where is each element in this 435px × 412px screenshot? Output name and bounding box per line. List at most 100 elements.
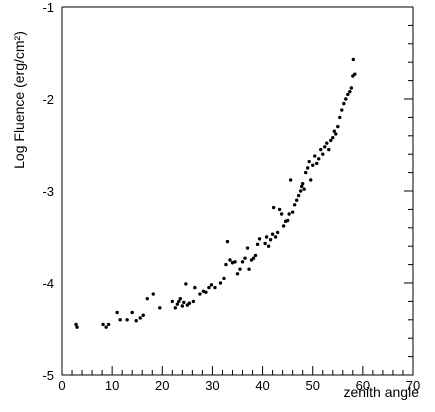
data-point xyxy=(170,299,175,304)
data-point xyxy=(253,253,258,258)
data-point xyxy=(273,235,278,239)
x-tick-label: 60 xyxy=(356,378,370,393)
data-point xyxy=(266,244,271,248)
data-point xyxy=(351,57,356,62)
data-point xyxy=(178,296,183,301)
data-point xyxy=(306,166,310,170)
data-point xyxy=(311,163,315,167)
data-point xyxy=(158,306,162,310)
data-point xyxy=(271,205,276,210)
data-point xyxy=(233,260,237,264)
data-point xyxy=(340,108,344,112)
data-point xyxy=(349,86,354,90)
data-point xyxy=(240,260,245,264)
data-point xyxy=(182,300,186,305)
data-point xyxy=(218,281,223,285)
x-tick-label: 20 xyxy=(155,378,169,393)
data-point xyxy=(336,124,340,129)
data-point xyxy=(321,152,325,156)
data-point xyxy=(353,72,357,76)
points-group xyxy=(74,57,357,329)
data-point xyxy=(317,157,321,161)
data-point xyxy=(288,178,293,182)
x-tick-label: 30 xyxy=(205,378,219,393)
data-point xyxy=(334,132,338,136)
data-point xyxy=(294,198,299,202)
data-point xyxy=(247,267,251,271)
data-point xyxy=(225,239,230,244)
data-point xyxy=(175,302,180,306)
data-point xyxy=(268,238,273,242)
data-point xyxy=(118,318,122,322)
data-point xyxy=(243,256,247,260)
plot-frame xyxy=(61,6,414,376)
data-point xyxy=(151,292,155,296)
data-point xyxy=(325,141,329,145)
data-point xyxy=(270,232,275,236)
data-point xyxy=(145,296,149,301)
data-point xyxy=(138,316,142,320)
y-tick-label: -3 xyxy=(42,184,54,199)
x-tick-label: 50 xyxy=(305,378,319,393)
data-point xyxy=(307,159,311,164)
x-tick-label: 0 xyxy=(58,378,65,393)
data-point xyxy=(101,322,105,327)
y-tick-label: -5 xyxy=(42,368,54,383)
data-point xyxy=(309,178,313,182)
data-point xyxy=(191,299,196,304)
y-tick-label: -2 xyxy=(42,92,54,107)
data-point xyxy=(300,181,305,186)
data-point xyxy=(329,138,333,143)
data-point xyxy=(290,210,295,214)
data-point xyxy=(213,285,217,290)
y-tick-label: -1 xyxy=(42,0,54,15)
x-tick-label: 40 xyxy=(255,378,269,393)
data-point xyxy=(115,310,119,315)
x-tick-label: 70 xyxy=(406,378,420,393)
data-point xyxy=(180,304,185,308)
data-point xyxy=(130,310,134,315)
data-point xyxy=(344,97,348,101)
data-point xyxy=(134,319,138,323)
data-point xyxy=(264,235,269,239)
data-point xyxy=(222,276,226,281)
data-point xyxy=(224,262,228,267)
data-point xyxy=(287,212,291,216)
data-point xyxy=(228,258,232,262)
data-point xyxy=(298,189,303,193)
data-point xyxy=(303,170,308,175)
data-point xyxy=(315,161,319,166)
data-point xyxy=(332,129,336,133)
data-point xyxy=(204,290,208,294)
data-point xyxy=(313,154,317,158)
data-point xyxy=(263,241,267,246)
data-point xyxy=(251,256,256,260)
data-point xyxy=(104,325,108,329)
data-point xyxy=(296,193,301,198)
data-point xyxy=(299,184,304,189)
data-point xyxy=(75,325,79,329)
data-point xyxy=(338,115,342,120)
data-point xyxy=(245,246,250,250)
data-point xyxy=(319,147,323,152)
data-point xyxy=(177,299,181,304)
x-tick-label: 10 xyxy=(105,378,119,393)
data-point xyxy=(302,187,306,191)
data-point xyxy=(277,207,282,212)
data-point xyxy=(173,306,178,310)
data-point xyxy=(207,285,211,290)
data-point xyxy=(187,301,192,305)
data-point xyxy=(209,283,214,287)
data-point xyxy=(184,282,188,286)
data-point xyxy=(279,212,284,216)
data-point xyxy=(285,218,290,223)
data-point xyxy=(106,322,111,327)
data-point xyxy=(327,147,331,152)
data-point xyxy=(292,203,297,207)
y-tick-label: -4 xyxy=(42,276,54,291)
x-axis-title: zenith angle xyxy=(343,384,419,400)
data-point xyxy=(193,285,197,290)
data-point xyxy=(238,267,242,271)
